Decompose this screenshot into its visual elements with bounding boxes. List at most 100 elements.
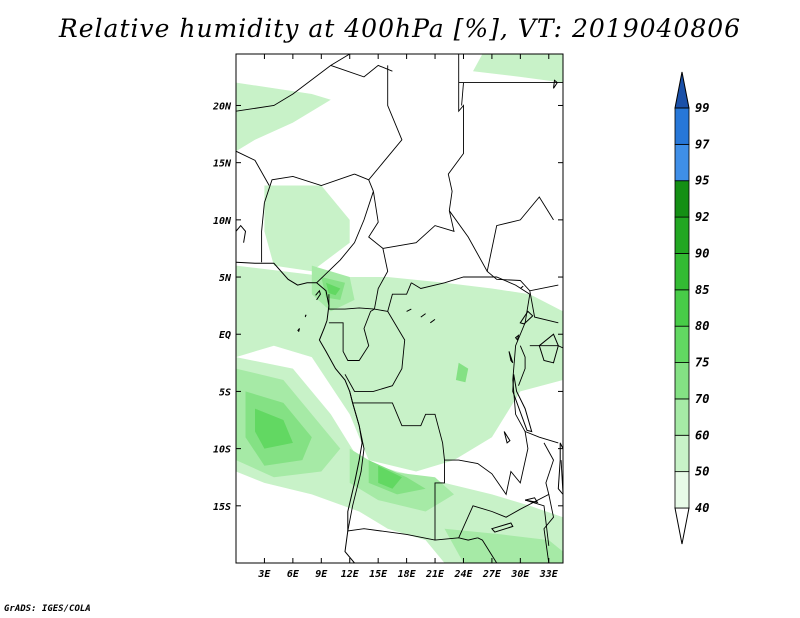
country-border [236,150,270,186]
humidity-region [326,282,341,296]
colorbar-level-label: 60 [695,428,709,442]
country-border [316,191,389,310]
colorbar-swatch [674,216,690,254]
lon-tick-label: 27E [482,569,502,580]
colorbar-upper-arrow [674,71,690,109]
country-border [368,65,403,192]
colorbar-level-label: 75 [695,356,709,370]
humidity-region [236,265,563,472]
colorbar-level-label: 99 [695,101,709,115]
lon-tick-label: 3E [257,569,271,580]
colorbar-level-label: 40 [695,501,709,515]
humidity-region [264,185,350,272]
colorbar-swatch [674,325,690,363]
lon-tick-label: 9E [315,569,328,580]
lake-outline [491,522,514,533]
country-border [344,311,406,392]
country-border [330,64,393,78]
lat-tick-label: 5S [219,387,231,398]
humidity-region [236,82,331,152]
country-border [347,402,478,541]
country-border [354,173,369,181]
humidity-region [455,362,469,383]
colorbar-level-label: 95 [695,174,709,188]
lat-tick-label: 10N [213,216,232,227]
country-border [477,537,498,563]
country-border [447,54,464,211]
lat-tick-label: 15N [213,159,232,170]
map-frame [235,53,564,564]
colorbar-level-label: 80 [695,319,709,333]
colorbar-level-label: 92 [695,210,709,224]
colorbar-level-label: 85 [695,283,709,297]
colorbar-swatch [674,362,690,400]
country-border [524,499,550,546]
lake-outline [430,318,436,324]
colorbar-swatch [674,180,690,218]
lon-tick-label: 30E [510,569,530,580]
colorbar: 40 50 60 70 75 80 85 90 92 95 97 99 [674,71,710,545]
country-border [352,276,531,496]
country-borders-layer [236,54,563,563]
humidity-region [444,528,563,563]
country-border [529,290,559,324]
coastline [297,328,300,333]
grads-credit: GrADS: IGES/COLA [4,604,91,614]
colorbar-level-label: 70 [695,392,709,406]
lat-tick-label: 5N [219,273,232,284]
colorbar-swatch [674,253,690,291]
lon-tick-label: 6E [287,569,300,580]
country-border [518,345,526,386]
colorbar-swatch [674,471,690,509]
humidity-region [473,54,563,83]
lon-tick-label: 24E [453,569,473,580]
colorbar-level-label: 90 [695,246,709,260]
lat-tick-label: 20N [212,101,232,112]
coastline [315,289,321,301]
lat-tick-label: 15S [213,502,231,513]
country-border [434,460,445,541]
country-border [328,308,375,361]
humidity-region [378,465,402,489]
colorbar-level-label: 50 [695,465,709,479]
lake-outline [406,308,412,312]
country-border [486,196,554,272]
lat-tick-label: 10S [213,445,231,456]
coastline [236,224,247,243]
lon-tick-label: 15E [369,569,388,580]
lake-outline [508,351,514,364]
country-border [524,431,559,444]
humidity-fill-layer [236,54,563,563]
lake-outline [514,334,520,342]
lake-outline [553,79,558,89]
lake-outline [519,285,524,289]
humidity-region [255,408,293,449]
lake-outline [503,431,511,444]
colorbar-swatch [674,398,690,436]
lat-tick-label: EQ [219,330,231,341]
country-border [261,202,265,263]
lake-outline [512,374,533,433]
country-border [543,494,554,563]
country-border [236,54,350,112]
coastline [236,261,363,563]
country-border [461,82,464,106]
country-border [263,173,355,203]
axis-ticks: 20N 15N 10N 5N EQ 5S 10S 15S 3E 6E 9E 12E 15E 18E 21E 2… [212,54,563,580]
colorbar-lower-arrow [674,507,690,545]
coastline [304,314,307,318]
lake-outline [420,313,426,318]
lake-outline [519,310,534,325]
country-border [458,442,554,538]
lon-tick-label: 18E [398,569,417,580]
colorbar-swatch [674,107,690,145]
country-border [382,210,559,292]
humidity-region [236,357,563,563]
lake-outline [524,497,539,504]
lon-tick-label: 21E [425,569,445,580]
colorbar-swatch [674,289,690,327]
lon-tick-label: 12E [341,569,360,580]
colorbar-level-label: 97 [695,137,710,151]
lake-outline [538,333,559,364]
